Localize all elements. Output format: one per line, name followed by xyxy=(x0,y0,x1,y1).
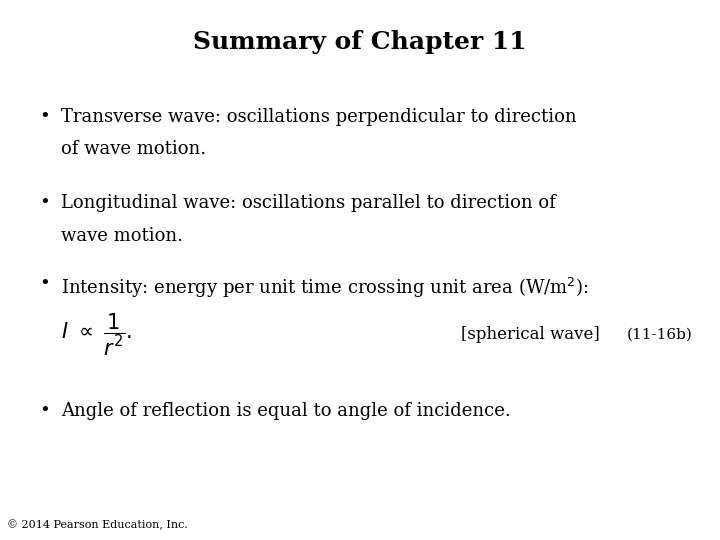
Text: [spherical wave]: [spherical wave] xyxy=(461,326,600,343)
Text: © 2014 Pearson Education, Inc.: © 2014 Pearson Education, Inc. xyxy=(7,519,188,530)
Text: $I \ \propto \ \dfrac{1}{r^2}.$: $I \ \propto \ \dfrac{1}{r^2}.$ xyxy=(61,312,132,358)
Text: Summary of Chapter 11: Summary of Chapter 11 xyxy=(193,30,527,53)
Text: Angle of reflection is equal to angle of incidence.: Angle of reflection is equal to angle of… xyxy=(61,402,511,420)
Text: Intensity: energy per unit time crossing unit area (W/m$^2$):: Intensity: energy per unit time crossing… xyxy=(61,275,589,300)
Text: •: • xyxy=(40,108,50,126)
Text: •: • xyxy=(40,275,50,293)
Text: •: • xyxy=(40,194,50,212)
Text: •: • xyxy=(40,402,50,420)
Text: (11-16b): (11-16b) xyxy=(626,328,692,342)
Text: of wave motion.: of wave motion. xyxy=(61,140,207,158)
Text: wave motion.: wave motion. xyxy=(61,227,183,245)
Text: Longitudinal wave: oscillations parallel to direction of: Longitudinal wave: oscillations parallel… xyxy=(61,194,556,212)
Text: Transverse wave: oscillations perpendicular to direction: Transverse wave: oscillations perpendicu… xyxy=(61,108,577,126)
